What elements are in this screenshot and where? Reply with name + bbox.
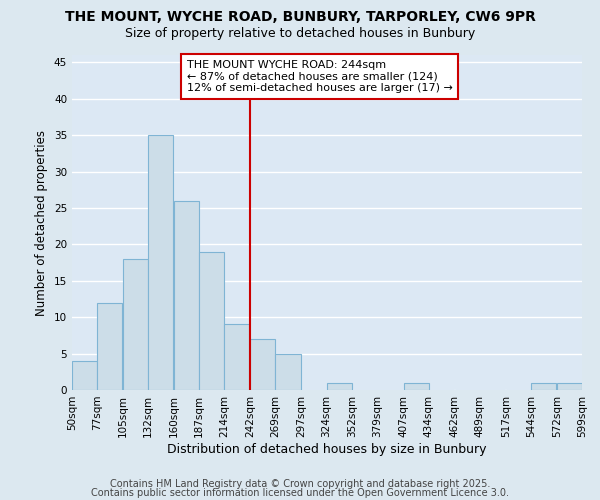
Bar (97, 302, 122, 390)
Text: Size of property relative to detached houses in Bunbury: Size of property relative to detached ho… (125, 28, 475, 40)
Bar (557, 382, 582, 390)
Bar (531, 382, 556, 390)
Bar (72, 361, 97, 390)
Text: Contains public sector information licensed under the Open Government Licence 3.: Contains public sector information licen… (91, 488, 509, 498)
X-axis label: Distribution of detached houses by size in Bunbury: Distribution of detached houses by size … (167, 442, 487, 456)
Text: THE MOUNT, WYCHE ROAD, BUNBURY, TARPORLEY, CW6 9PR: THE MOUNT, WYCHE ROAD, BUNBURY, TARPORLE… (65, 10, 535, 24)
Bar (404, 382, 429, 390)
Bar (148, 135, 173, 390)
Bar (275, 354, 301, 390)
Bar (123, 259, 148, 390)
Bar (199, 252, 224, 390)
Bar (326, 382, 352, 390)
Text: Contains HM Land Registry data © Crown copyright and database right 2025.: Contains HM Land Registry data © Crown c… (110, 479, 490, 489)
Bar (224, 324, 250, 390)
Text: THE MOUNT WYCHE ROAD: 244sqm
← 87% of detached houses are smaller (124)
12% of s: THE MOUNT WYCHE ROAD: 244sqm ← 87% of de… (187, 60, 452, 93)
Bar (250, 339, 275, 390)
Bar (174, 200, 199, 390)
Y-axis label: Number of detached properties: Number of detached properties (35, 130, 49, 316)
